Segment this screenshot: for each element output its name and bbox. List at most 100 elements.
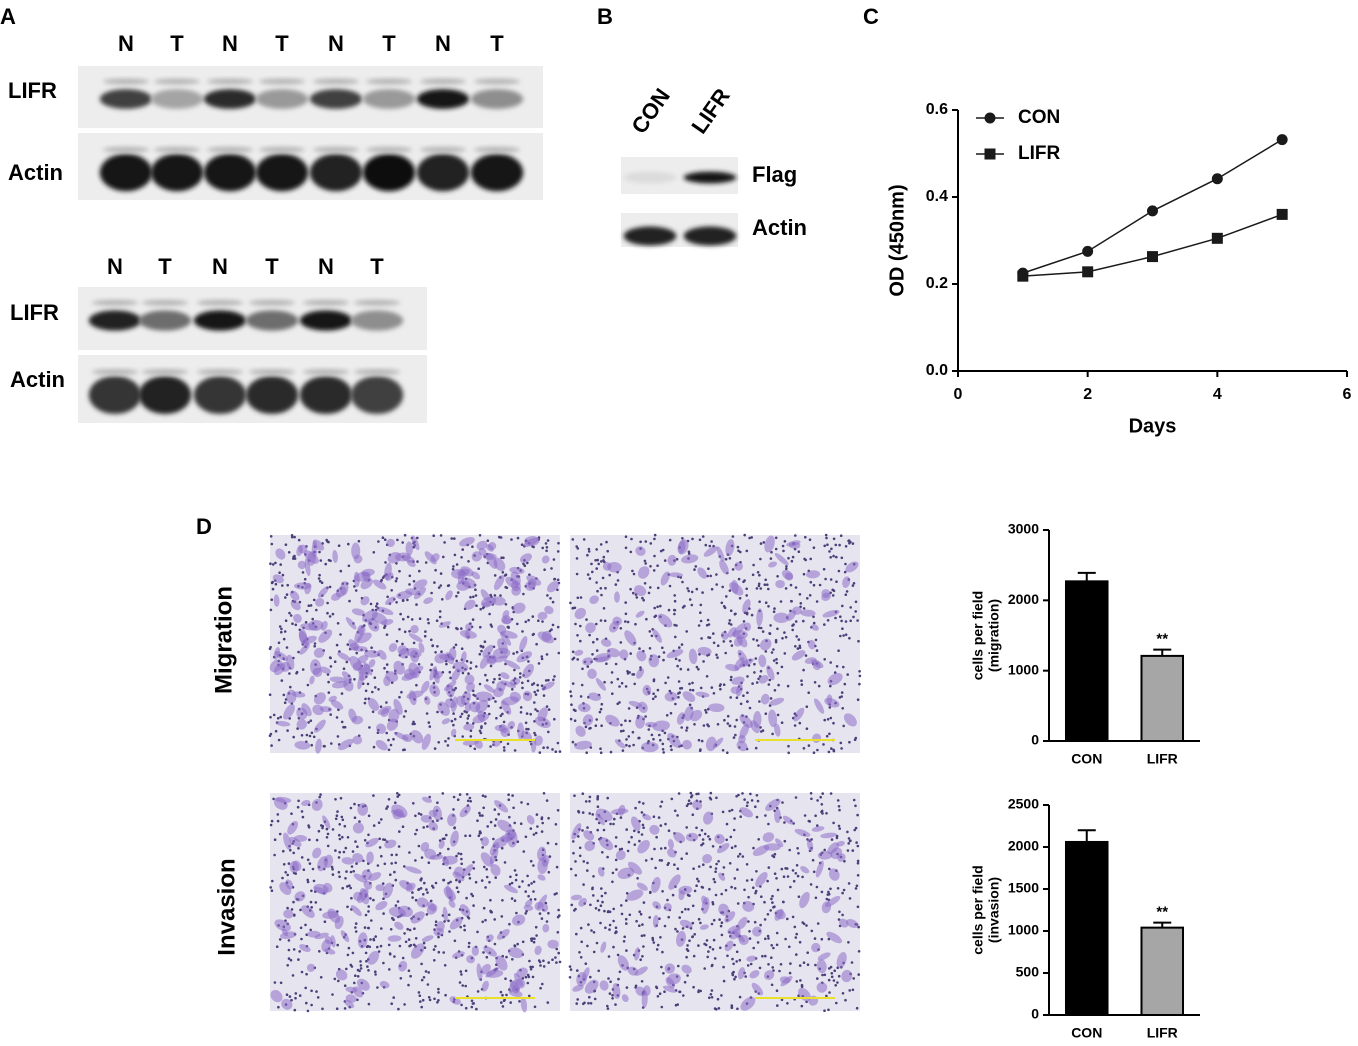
- cell-dot: [534, 708, 537, 711]
- cell-dot: [290, 535, 294, 539]
- cell-dot: [770, 651, 774, 654]
- blot-band: [153, 78, 201, 85]
- cell-dot: [336, 622, 340, 625]
- cell-dot: [403, 630, 407, 634]
- cell-dot: [593, 997, 597, 1001]
- cell-dot: [592, 950, 596, 954]
- cell-dot: [382, 912, 385, 915]
- cell-dot: [446, 744, 450, 747]
- cell: [667, 973, 681, 985]
- cell: [816, 982, 828, 993]
- cell-dot: [459, 715, 462, 718]
- cell-dot: [521, 681, 524, 685]
- cell: [599, 837, 614, 851]
- cell-dot: [603, 909, 606, 913]
- cell-dot: [828, 550, 831, 553]
- cell-dot: [688, 682, 691, 686]
- cell: [806, 570, 821, 579]
- cell-dot: [707, 567, 710, 570]
- cell-dot: [782, 875, 786, 878]
- cell: [351, 608, 365, 616]
- cell: [614, 739, 626, 749]
- cell-dot: [569, 694, 573, 698]
- cell-dot: [678, 990, 681, 994]
- cell-dot: [763, 583, 767, 586]
- cell-dot: [818, 583, 822, 587]
- cell: [306, 963, 316, 972]
- cell-dot: [353, 816, 357, 819]
- cell-dot: [814, 814, 817, 817]
- cell-dot: [826, 543, 829, 546]
- cell-dot: [460, 647, 464, 650]
- blot-band: [141, 369, 189, 375]
- cell-dot: [829, 887, 832, 891]
- cell-dot: [816, 922, 820, 925]
- cell-dot: [662, 751, 665, 754]
- cell: [732, 629, 748, 640]
- cell-dot: [533, 701, 536, 704]
- cell-dot: [478, 682, 482, 686]
- cell-dot: [427, 621, 430, 625]
- cell-dot: [434, 651, 437, 654]
- cell-dot: [605, 662, 608, 665]
- cell: [652, 901, 662, 910]
- cell: [401, 672, 418, 681]
- cell-dot: [742, 580, 745, 584]
- cell-dot: [476, 819, 479, 822]
- cell-dot: [398, 830, 401, 833]
- cell-dot: [828, 867, 831, 871]
- cell-dot: [579, 695, 583, 698]
- cell-dot: [806, 963, 810, 966]
- cell-dot: [569, 690, 572, 693]
- cell-dot: [551, 748, 554, 751]
- cell-dot: [809, 580, 813, 584]
- cell: [504, 884, 518, 894]
- cell-dot: [447, 847, 450, 851]
- cell-dot: [319, 559, 323, 562]
- cell-dot: [427, 721, 431, 724]
- cell: [725, 663, 740, 672]
- cell-dot: [510, 618, 514, 621]
- cell-dot: [401, 825, 405, 828]
- cell: [410, 625, 419, 634]
- cell-dot: [402, 748, 405, 752]
- cell: [283, 704, 295, 720]
- cell-dot: [460, 1003, 463, 1007]
- cell-dot: [353, 678, 356, 681]
- cell-dot: [582, 860, 586, 863]
- cell: [476, 540, 488, 550]
- cell-dot: [363, 839, 367, 842]
- cell-dot: [755, 639, 759, 642]
- cell: [701, 895, 708, 905]
- cell-dot: [758, 700, 761, 703]
- micrograph: [269, 792, 562, 1013]
- cell-dot: [539, 986, 542, 990]
- cell: [486, 552, 498, 569]
- cell-dot: [412, 580, 416, 583]
- cell-dot: [681, 580, 684, 584]
- cell-dot: [369, 938, 372, 941]
- cell: [445, 590, 453, 601]
- cell: [344, 999, 355, 1009]
- cell-dot: [372, 898, 375, 902]
- cell-dot: [338, 875, 341, 878]
- cell-dot: [741, 855, 745, 858]
- cell-dot: [568, 976, 572, 979]
- cell-dot: [339, 633, 342, 636]
- cell-dot: [469, 667, 472, 670]
- cell: [304, 582, 312, 595]
- cell-dot: [851, 988, 855, 992]
- cell-dot: [528, 959, 531, 963]
- cell-dot: [493, 808, 497, 811]
- blot-band: [353, 299, 401, 306]
- cell: [393, 698, 403, 715]
- cell-dot: [470, 892, 473, 896]
- cell-dot: [342, 667, 346, 670]
- cell-dot: [489, 820, 493, 824]
- cell-dot: [333, 660, 337, 663]
- cell-dot: [363, 926, 367, 929]
- cell-dot: [632, 591, 635, 595]
- blot-band: [102, 78, 150, 85]
- cell: [630, 816, 641, 831]
- cell-dot: [711, 948, 715, 951]
